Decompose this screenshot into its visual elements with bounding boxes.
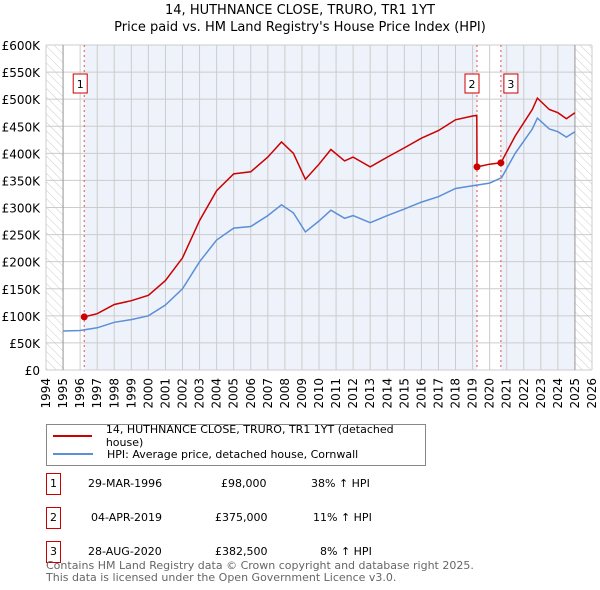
sale-hpi-diff: 11% ↑ HPI <box>313 511 372 524</box>
x-tick-label: 2021 <box>500 378 514 409</box>
legend-item-property: 14, HUTHNANCE CLOSE, TRURO, TR1 1YT (det… <box>53 423 425 449</box>
sale-marker-box <box>72 73 88 94</box>
x-tick-label: 2018 <box>449 378 463 409</box>
x-tick-label: 1994 <box>39 378 53 409</box>
y-tick-label: £550K <box>2 66 42 80</box>
y-tick-label: £350K <box>2 174 42 188</box>
x-tick-label: 2011 <box>329 378 343 409</box>
x-tick-label: 2008 <box>278 378 292 409</box>
x-tick-label: 2024 <box>551 378 565 409</box>
y-tick-label: £450K <box>2 120 42 134</box>
y-tick-label: £300K <box>2 202 42 216</box>
sale-date: 29-MAR-1996 <box>88 477 163 490</box>
legend-item-hpi: HPI: Average price, detached house, Corn… <box>53 446 358 462</box>
sale-price: £98,000 <box>221 477 267 490</box>
x-tick-label: 1997 <box>90 378 104 409</box>
sale-price: £375,000 <box>215 511 268 524</box>
x-tick-label: 2023 <box>534 378 548 409</box>
sale-marker-label: 2 <box>468 78 475 91</box>
y-tick-label: £400K <box>2 147 42 161</box>
legend-label: HPI: Average price, detached house, Corn… <box>107 447 359 461</box>
sale-hpi-diff: 38% ↑ HPI <box>311 477 370 490</box>
x-tick-label: 2012 <box>346 378 360 409</box>
sale-price: £382,500 <box>215 545 268 558</box>
sale-point <box>497 159 505 167</box>
chart-title: 14, HUTHNANCE CLOSE, TRURO, TR1 1YT <box>165 3 435 18</box>
x-tick-label: 2016 <box>414 378 428 409</box>
x-tick-label: 2007 <box>261 378 275 409</box>
legend-swatch-blue <box>53 453 93 455</box>
sale-marker-box <box>503 73 519 94</box>
x-tick-label: 2004 <box>210 378 224 409</box>
property-price-line <box>84 96 576 318</box>
footer-line: This data is licensed under the Open Gov… <box>46 571 397 584</box>
sale-marker-label: 3 <box>507 78 514 91</box>
x-tick-label: 2013 <box>363 378 377 409</box>
x-tick-label: 2014 <box>380 378 394 409</box>
hpi-line <box>63 116 576 332</box>
sale-point <box>473 163 481 171</box>
x-tick-label: 2002 <box>176 378 190 409</box>
y-tick-label: £100K <box>2 310 42 324</box>
sale-marker-badge: 1 <box>46 473 61 495</box>
y-tick-label: £200K <box>2 256 42 270</box>
y-tick-label: £600K <box>2 39 42 53</box>
x-tick-label: 2005 <box>227 378 241 409</box>
legend: 14, HUTHNANCE CLOSE, TRURO, TR1 1YT (det… <box>46 423 426 466</box>
x-tick-label: 2000 <box>141 378 155 409</box>
y-tick-label: £50K <box>9 337 41 351</box>
x-tick-label: 2019 <box>466 378 480 409</box>
sale-marker-box <box>464 73 480 94</box>
x-tick-label: 2001 <box>158 378 172 409</box>
x-tick-label: 1998 <box>107 378 121 409</box>
x-tick-label: 2006 <box>244 378 258 409</box>
x-tick-label: 2017 <box>431 378 445 409</box>
chart-subtitle: Price paid vs. HM Land Registry's House … <box>114 20 486 35</box>
footer-line: Contains HM Land Registry data © Crown c… <box>46 559 474 572</box>
x-tick-label: 2009 <box>295 378 309 409</box>
x-tick-label: 2022 <box>517 378 531 409</box>
x-tick-label: 2003 <box>193 378 207 409</box>
footer: Contains HM Land Registry data © Crown c… <box>46 560 474 584</box>
x-tick-label: 2020 <box>483 378 497 409</box>
x-tick-label: 2026 <box>585 378 599 409</box>
x-tick-label: 2025 <box>568 378 582 409</box>
sale-marker-badge: 2 <box>46 507 61 529</box>
x-tick-label: 2010 <box>312 378 326 409</box>
x-tick-label: 1995 <box>56 378 70 409</box>
y-tick-label: £150K <box>2 283 42 297</box>
x-tick-label: 1996 <box>73 378 87 409</box>
y-tick-label: £250K <box>2 229 42 243</box>
legend-swatch-red <box>53 435 92 437</box>
sale-marker-label: 1 <box>77 78 84 91</box>
y-tick-label: £500K <box>2 93 42 107</box>
y-tick-label: £0 <box>25 364 40 378</box>
sale-hpi-diff: 8% ↑ HPI <box>320 545 372 558</box>
sale-date: 04-APR-2019 <box>91 511 163 524</box>
sale-marker-badge: 3 <box>46 541 61 563</box>
x-tick-label: 2015 <box>397 378 411 409</box>
sale-date: 28-AUG-2020 <box>88 545 162 558</box>
price-chart: 1994 1995 1996 1997 1998 1999 2000 2001 2002 2003… <box>2 39 599 409</box>
legend-label: 14, HUTHNANCE CLOSE, TRURO, TR1 1YT (det… <box>105 423 394 449</box>
sale-point <box>80 313 88 321</box>
x-tick-label: 1999 <box>124 378 138 409</box>
